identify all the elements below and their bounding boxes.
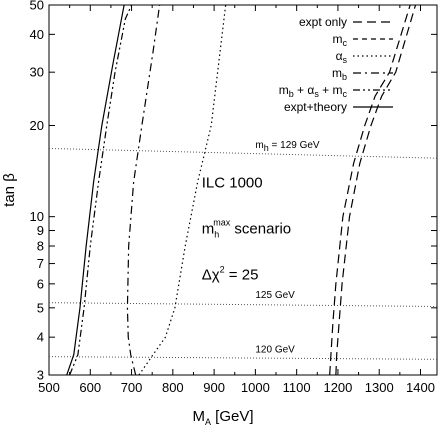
legend-label-comb: mb + αs + mc xyxy=(279,83,348,99)
mh-contour-line xyxy=(49,356,437,360)
y-tick-label: 7 xyxy=(37,256,44,271)
y-tick-label: 9 xyxy=(37,223,44,238)
legend-label-mb: mb xyxy=(332,66,347,82)
y-tick-label: 5 xyxy=(37,300,44,315)
annotation-scenario: mhmax scenario xyxy=(202,217,291,239)
x-tick-label: 900 xyxy=(203,380,225,395)
plot-frame xyxy=(48,4,438,376)
mh-contour-label: 125 GeV xyxy=(255,290,295,301)
x-tick-label: 1400 xyxy=(406,380,435,395)
mh-contour-line xyxy=(49,302,437,308)
y-tick-label: 40 xyxy=(30,27,44,42)
curve-as xyxy=(138,5,227,375)
mh-contour-label: 120 GeV xyxy=(255,345,295,356)
x-tick-label: 1300 xyxy=(365,380,394,395)
curve-comb xyxy=(69,5,133,375)
y-tick-label: 6 xyxy=(37,276,44,291)
mh-contour-label: mh = 129 GeV xyxy=(255,140,320,153)
y-tick-label: 3 xyxy=(37,368,44,383)
annotation-chi: Δχ2 = 25 xyxy=(202,265,259,284)
x-tick-label: 1100 xyxy=(283,380,311,395)
legend-label-expt: expt only xyxy=(299,15,347,29)
legend-label-total: expt+theory xyxy=(284,100,347,114)
annotations: ILC 1000 mhmax scenario Δχ2 = 25 xyxy=(202,174,291,283)
x-tick-label: 600 xyxy=(79,380,101,395)
x-tick-label: 1000 xyxy=(241,380,270,395)
y-tick-label: 4 xyxy=(37,330,44,345)
curve-expt xyxy=(335,5,417,375)
legend-label-as: αs xyxy=(336,49,348,65)
x-axis-label: MA [GeV] xyxy=(192,408,253,427)
y-axis-label: tan β xyxy=(1,173,18,207)
y-tick-label: 50 xyxy=(30,0,44,13)
y-tick-label: 8 xyxy=(37,239,44,254)
x-tick-label: 800 xyxy=(162,380,184,395)
x-tick-label: 500 xyxy=(38,380,60,395)
y-tick-label: 30 xyxy=(30,65,44,80)
curve-mb xyxy=(126,5,161,375)
x-tick-label: 700 xyxy=(121,380,143,395)
mh-contour-line xyxy=(49,147,437,159)
annotation-ilc: ILC 1000 xyxy=(202,174,263,191)
y-tick-label: 10 xyxy=(30,209,44,224)
y-tick-label: 20 xyxy=(30,118,44,133)
curve-expt xyxy=(329,5,411,375)
legend-label-mc: mc xyxy=(333,32,348,48)
mh-contours: mh = 129 GeV 125 GeV 120 GeV xyxy=(49,140,437,360)
x-tick-label: 1200 xyxy=(323,380,352,395)
curves xyxy=(66,5,417,375)
curve-total xyxy=(66,5,125,375)
